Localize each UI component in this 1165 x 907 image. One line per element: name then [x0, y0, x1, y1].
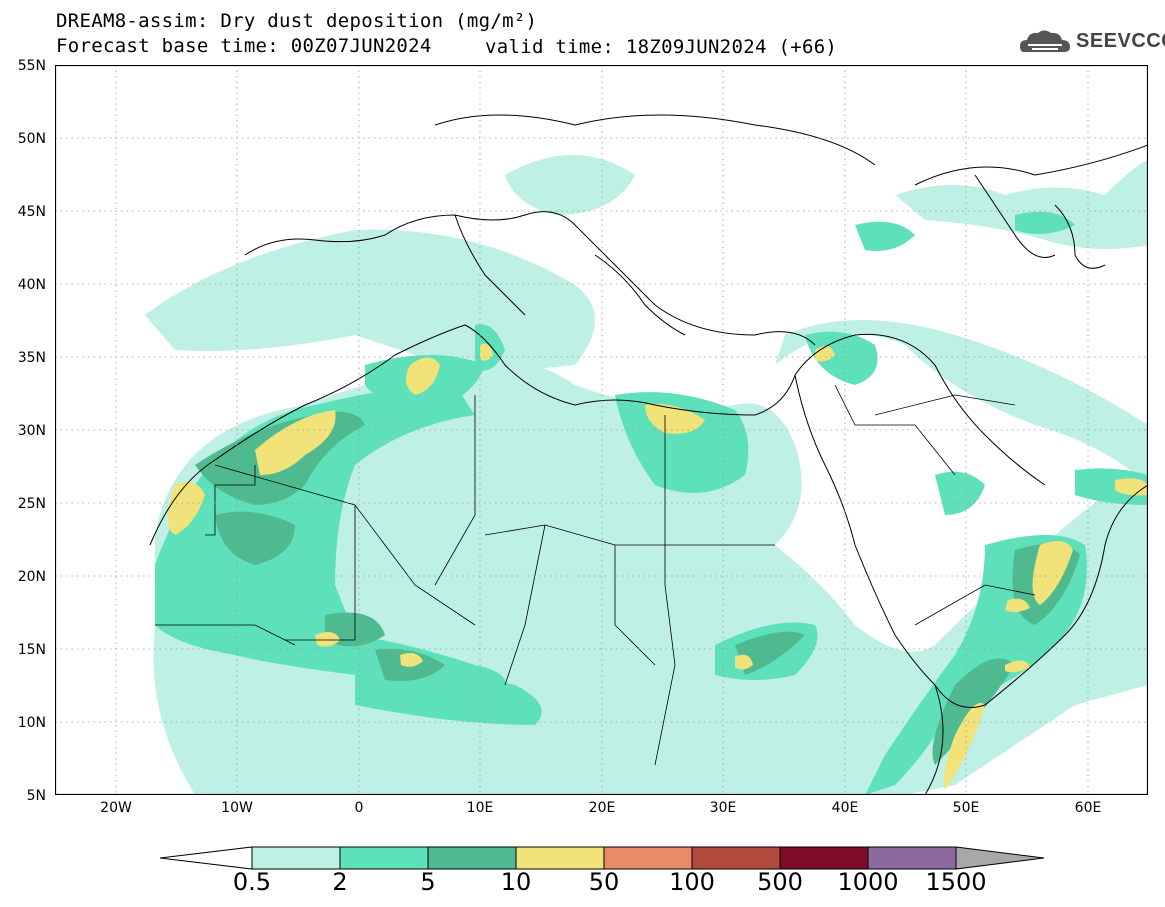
- colorbar-label: 5: [420, 868, 436, 896]
- dust-level-4-area: [167, 343, 1148, 790]
- colorbar-label: 1500: [925, 868, 987, 896]
- colorbar-swatch: [339, 846, 429, 870]
- lat-label: 40N: [17, 277, 46, 293]
- colorbar-label: 1000: [837, 868, 899, 896]
- cloud-logo-icon: [1020, 30, 1070, 52]
- lon-label: 50E: [952, 800, 980, 816]
- logo-text: SEEVCCC: [1076, 30, 1165, 52]
- lat-label: 55N: [17, 58, 46, 74]
- lon-label: 20W: [100, 800, 132, 816]
- lat-label: 15N: [17, 642, 46, 658]
- colorbar-label: 50: [588, 868, 620, 896]
- forecast-base-time: Forecast base time: 00Z07JUN2024: [56, 35, 432, 57]
- lat-label: 20N: [17, 569, 46, 585]
- colorbar: [160, 846, 1045, 870]
- dust-deposition-map: [55, 65, 1148, 795]
- lon-label: 10E: [466, 800, 494, 816]
- colorbar-label: 10: [500, 868, 532, 896]
- colorbar-swatch: [427, 846, 517, 870]
- lon-label: 40E: [831, 800, 859, 816]
- colorbar-swatch: [603, 846, 693, 870]
- lat-label: 5N: [26, 788, 46, 804]
- colorbar-swatch: [867, 846, 957, 870]
- colorbar-label: 0.5: [232, 868, 272, 896]
- lat-label: 50N: [17, 131, 46, 147]
- lat-label: 10N: [17, 715, 46, 731]
- map-title: DREAM8-assim: Dry dust deposition (mg/m²…: [56, 10, 538, 32]
- coastlines: [149, 114, 1148, 795]
- lon-label: 20E: [588, 800, 616, 816]
- colorbar-swatch: [691, 846, 781, 870]
- lon-label: 0: [354, 800, 364, 816]
- colorbar-label: 100: [669, 868, 715, 896]
- lon-label: 30E: [709, 800, 737, 816]
- colorbar-swatch: [779, 846, 869, 870]
- colorbar-label: 2: [332, 868, 348, 896]
- valid-time: valid time: 18Z09JUN2024 (+66): [485, 36, 838, 58]
- lat-label: 25N: [17, 496, 46, 512]
- colorbar-label: 500: [757, 868, 803, 896]
- colorbar-swatch: [515, 846, 605, 870]
- colorbar-swatch: [251, 846, 341, 870]
- lon-label: 10W: [221, 800, 253, 816]
- lat-label: 45N: [17, 204, 46, 220]
- lon-label: 60E: [1074, 800, 1102, 816]
- graticule: [55, 65, 1148, 795]
- country-borders: [155, 384, 1036, 766]
- lat-label: 35N: [17, 350, 46, 366]
- lat-label: 30N: [17, 423, 46, 439]
